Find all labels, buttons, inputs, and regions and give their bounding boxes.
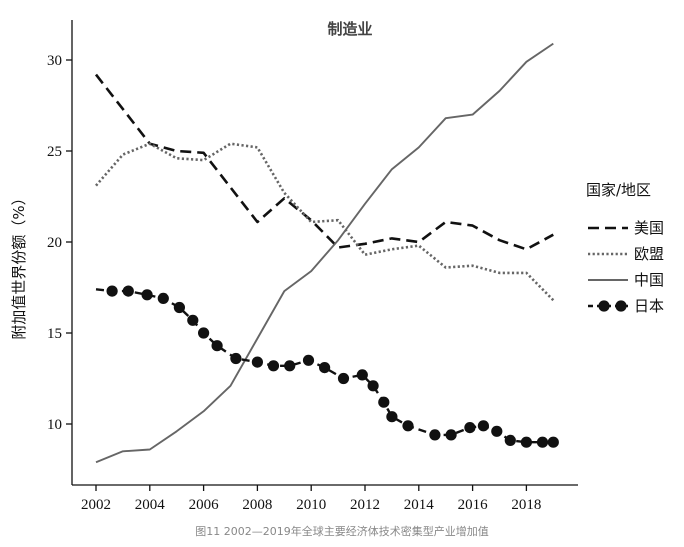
data-point <box>477 420 489 432</box>
series-line <box>94 73 554 251</box>
series-line <box>95 42 554 464</box>
x-tick-label: 2014 <box>404 497 435 513</box>
data-point <box>536 436 549 448</box>
legend-item: 欧盟 <box>588 245 664 263</box>
data-point <box>319 362 331 374</box>
data-point <box>141 289 153 301</box>
data-point <box>157 292 169 304</box>
legend-marker <box>598 300 610 312</box>
chart-title: 制造业 <box>327 20 372 38</box>
x-tick-label: 2018 <box>511 497 541 513</box>
x-tick-label: 2002 <box>81 497 111 513</box>
figure-caption: 图11 2002—2019年全球主要经济体技术密集型产业增加值 <box>195 524 488 538</box>
data-point <box>251 356 263 368</box>
series-layer <box>94 42 559 464</box>
data-point <box>429 429 441 441</box>
data-point <box>173 301 185 314</box>
legend-label: 欧盟 <box>634 245 664 263</box>
series-4 <box>95 285 559 448</box>
x-tick-label: 2012 <box>350 497 380 513</box>
data-point <box>284 360 296 372</box>
x-ticks: 2002 2004 2006 2008 2010 2012 2014 2016 2018 <box>81 485 541 513</box>
y-tick-label: 15 <box>47 326 62 342</box>
legend-item: 美国 <box>588 219 664 237</box>
legend-item: 中国 <box>588 271 664 289</box>
legend-item: 日本 <box>588 297 664 315</box>
data-point <box>302 354 315 366</box>
y-tick-label: 30 <box>47 53 62 69</box>
axes <box>71 20 578 486</box>
series-line <box>95 142 555 302</box>
x-tick-label: 2008 <box>242 497 272 513</box>
data-point <box>402 420 414 432</box>
legend-title: 国家/地区 <box>586 181 651 199</box>
data-point <box>547 436 559 448</box>
x-tick-label: 2006 <box>189 497 220 513</box>
x-tick-label: 2010 <box>296 497 326 513</box>
data-point <box>367 380 379 392</box>
legend-label: 日本 <box>634 297 664 315</box>
data-point <box>445 429 457 441</box>
data-point <box>504 434 516 446</box>
y-tick-label: 20 <box>47 235 62 251</box>
y-ticks: 10 15 20 25 30 <box>47 53 72 433</box>
data-point <box>356 369 368 381</box>
series-1 <box>94 73 554 251</box>
data-point <box>337 372 350 385</box>
data-point <box>230 352 242 365</box>
y-tick-label: 10 <box>47 417 62 433</box>
series-3 <box>95 42 554 464</box>
legend-label: 中国 <box>634 271 664 289</box>
y-tick-label: 25 <box>47 144 62 160</box>
data-point <box>198 327 210 339</box>
data-point <box>187 314 199 326</box>
series-2 <box>95 142 555 302</box>
data-point <box>122 285 134 297</box>
data-point <box>464 422 476 434</box>
data-point <box>267 360 280 372</box>
data-point <box>386 411 398 423</box>
data-point <box>491 425 503 437</box>
data-point <box>520 436 533 448</box>
data-point <box>106 285 118 297</box>
data-point <box>378 396 390 408</box>
data-point <box>211 340 223 352</box>
x-tick-label: 2004 <box>135 497 166 513</box>
x-tick-label: 2016 <box>458 497 489 513</box>
y-axis-label: 附加值世界份额（%） <box>10 190 28 339</box>
legend-marker <box>615 300 627 312</box>
legend-label: 美国 <box>634 219 664 237</box>
